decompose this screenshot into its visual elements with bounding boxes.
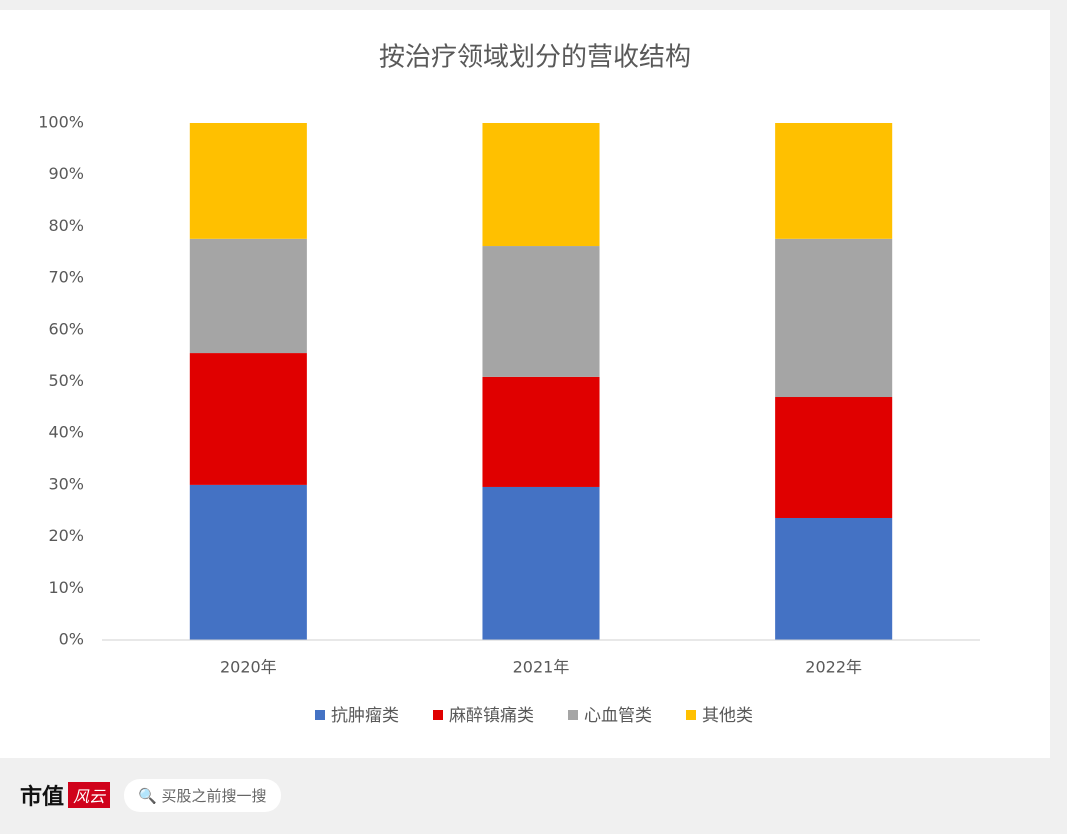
y-tick-label: 100% [38,113,84,132]
bar-segment [482,123,600,247]
legend-swatch [433,710,443,720]
chart-title: 按治疗领域划分的营收结构 [379,43,691,73]
y-tick-label: 10% [48,578,84,597]
legend-label: 抗肿瘤类 [331,706,399,726]
y-tick-label: 40% [48,423,84,442]
bar-segment [189,238,307,354]
chart: 按治疗领域划分的营收结构 0% 10% 20% 30% 40% 50% 60% 70% 80% 9… [38,43,980,726]
bar-segment [482,486,600,640]
bar-segment [775,238,893,398]
legend-label: 其他类 [702,706,753,726]
y-tick-label: 20% [48,526,84,545]
search-placeholder: 买股之前搜一搜 [161,786,267,805]
x-tick-label: 2022年 [805,658,862,677]
bar-segment [189,484,307,640]
legend-label: 麻醉镇痛类 [449,706,534,726]
y-tick-label: 0% [59,630,84,649]
legend-swatch [315,710,325,720]
legend-swatch [568,710,578,720]
x-tick-label: 2021年 [513,658,570,677]
bar-segment [775,517,893,640]
y-tick-label: 50% [48,371,84,390]
y-tick-label: 60% [48,319,84,338]
x-tick-label: 2020年 [220,658,277,677]
chart-card: 按治疗领域划分的营收结构 0% 10% 20% 30% 40% 50% 60% 70% 80% 9… [0,10,1050,758]
search-box[interactable]: 🔍 买股之前搜一搜 [124,778,281,812]
legend-swatch [686,710,696,720]
bar-segment [482,376,600,487]
brand: 市值 [20,784,65,810]
bar-segment [775,397,893,518]
y-tick-label: 80% [48,216,84,235]
bar-segment [775,123,893,239]
y-tick-label: 70% [48,268,84,287]
legend-label: 心血管类 [584,706,652,726]
footer: 市值 风云 🔍 买股之前搜一搜 [0,770,1067,820]
logo: 风云 [68,782,111,808]
y-tick-label: 30% [48,474,84,493]
bar-segment [189,123,307,239]
bar-segment [482,246,600,377]
bar-segment [189,353,307,485]
y-tick-label: 90% [48,164,84,183]
